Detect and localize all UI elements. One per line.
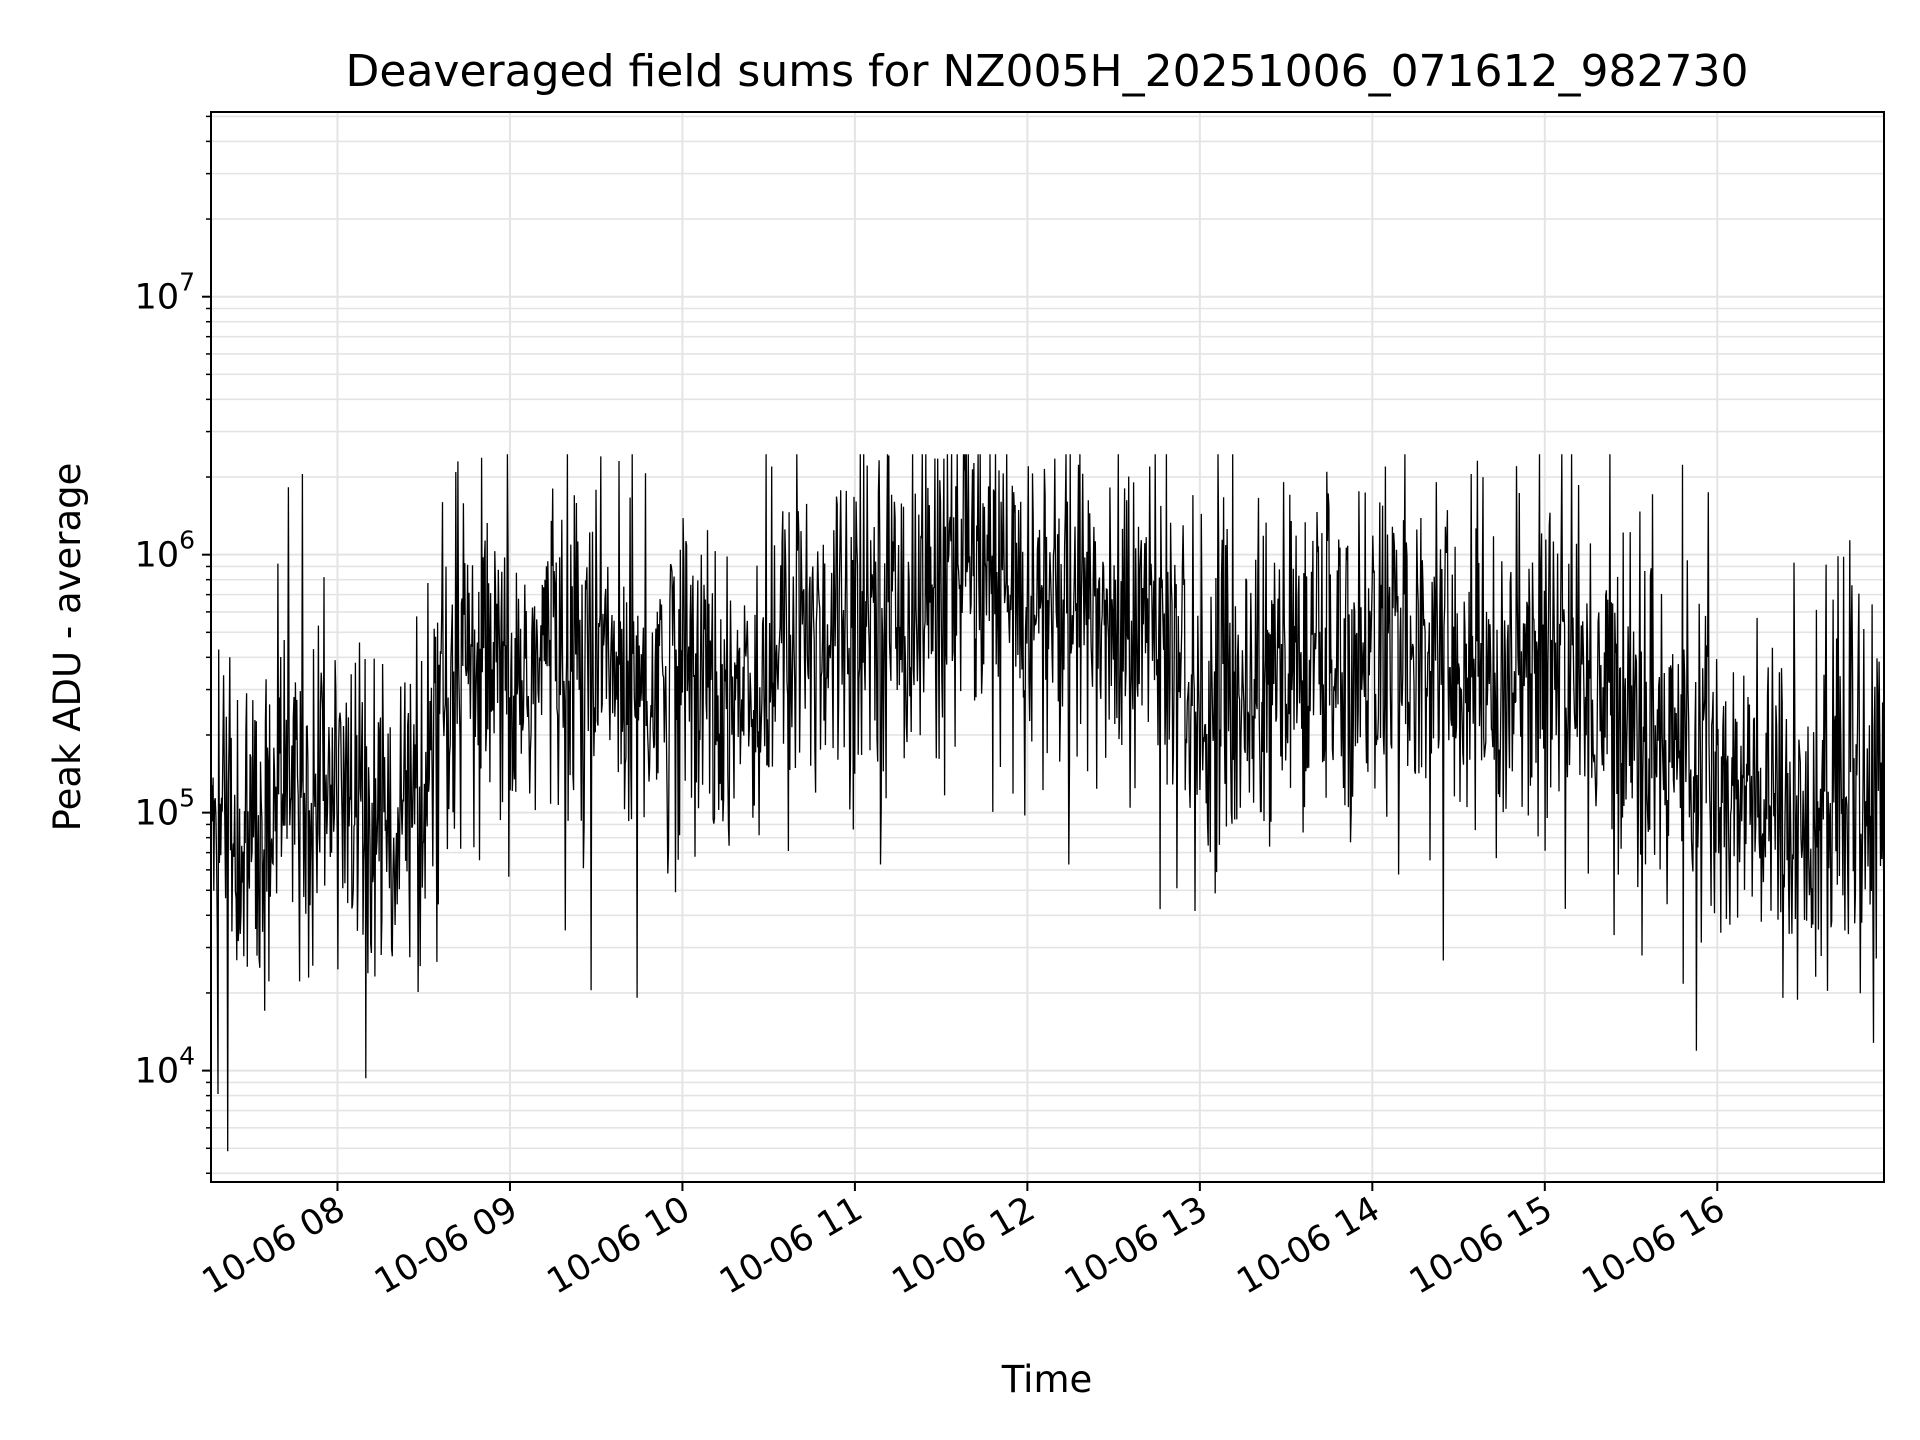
y-tick-exponent: 7 bbox=[179, 268, 195, 297]
y-tick-label: 105 bbox=[135, 784, 195, 834]
y-tick-label: 104 bbox=[135, 1042, 195, 1092]
x-axis-label: Time bbox=[1001, 1358, 1093, 1401]
y-tick-label: 106 bbox=[135, 526, 195, 576]
y-tick-exponent: 5 bbox=[179, 784, 195, 813]
y-axis-label: Peak ADU - average bbox=[46, 463, 89, 832]
y-tick-base: 10 bbox=[135, 794, 180, 834]
chart-title: Deaveraged field sums for NZ005H_2025100… bbox=[346, 46, 1749, 97]
y-tick-base: 10 bbox=[135, 536, 180, 576]
series-line bbox=[210, 454, 1885, 1152]
y-tick-exponent: 6 bbox=[179, 526, 195, 555]
y-tick-label: 107 bbox=[135, 268, 195, 318]
y-tick-exponent: 4 bbox=[179, 1042, 195, 1071]
series-group bbox=[210, 454, 1885, 1152]
plot-frame bbox=[210, 111, 1885, 1183]
y-tick-base: 10 bbox=[135, 1052, 180, 1092]
y-tick-base: 10 bbox=[135, 278, 180, 318]
